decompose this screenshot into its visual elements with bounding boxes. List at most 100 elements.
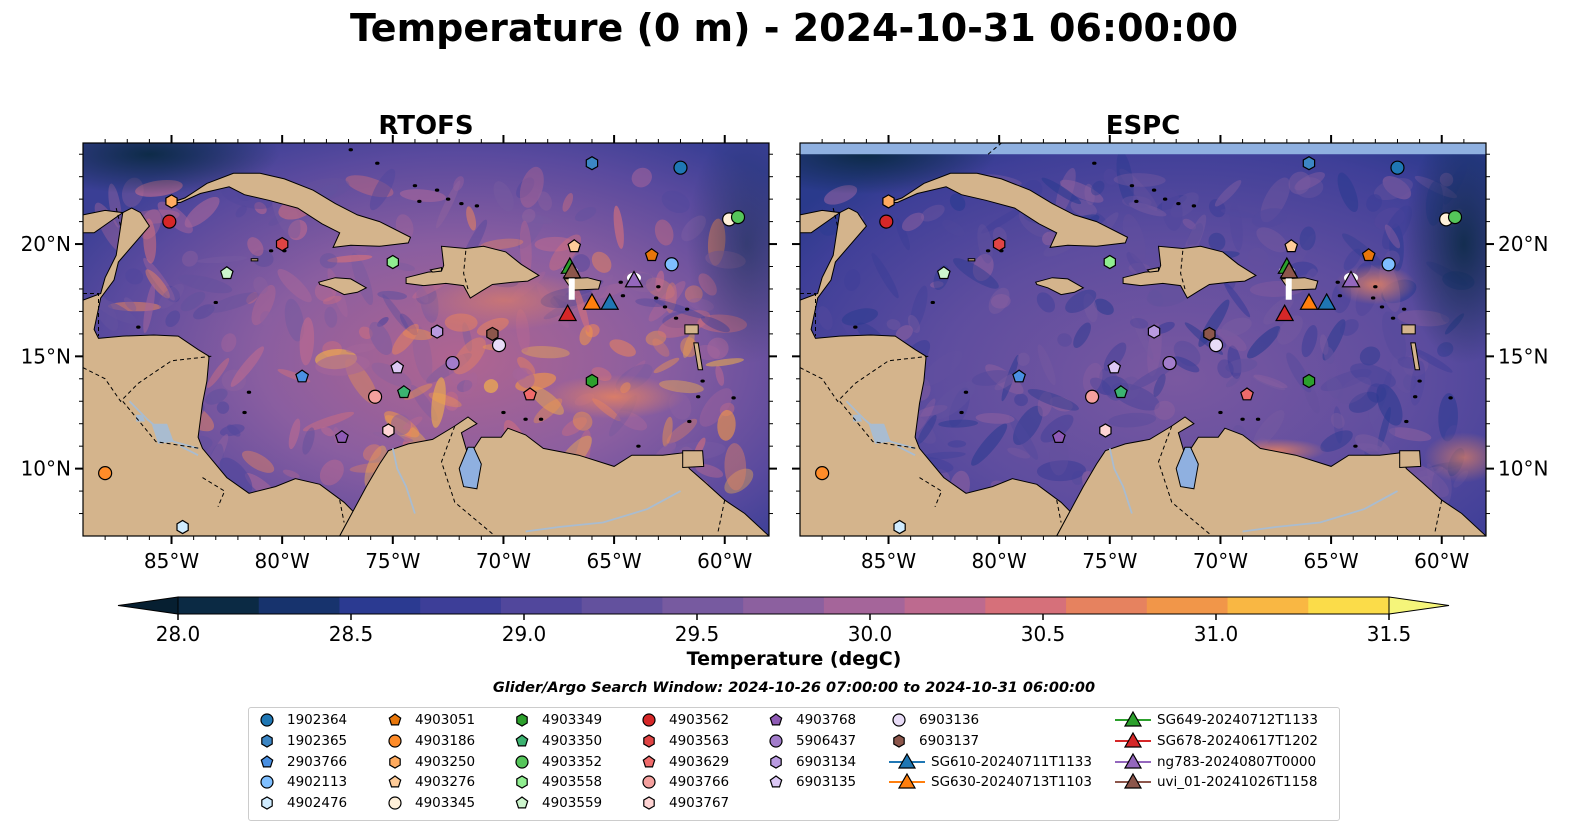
hexagon-marker-icon (389, 754, 401, 769)
marker-4903186 (98, 466, 113, 481)
temperature-eddy (235, 205, 247, 218)
marker-2903766 (295, 369, 310, 383)
island (1092, 161, 1097, 165)
hexagon-marker-icon (261, 734, 273, 748)
temperature-eddy (1252, 375, 1286, 391)
circle-marker-icon (892, 713, 906, 727)
legend-label: 4903766 (669, 774, 730, 791)
country-border (1157, 425, 1210, 535)
temperature-eddy (516, 177, 535, 199)
legend-label: SG649-20240712T1133 (1157, 712, 1318, 728)
temperature-eddy (662, 416, 673, 447)
river (179, 445, 199, 457)
temperature-eddy (917, 414, 937, 445)
country-border (1056, 500, 1062, 523)
temperature-eddy (574, 206, 597, 222)
x-tick-label: 60°W (1414, 549, 1469, 573)
legend-title: Glider/Argo Search Window: 2024-10-26 07… (492, 680, 1096, 696)
island (474, 204, 480, 208)
temperature-eddy (562, 193, 574, 212)
colorbar-swatch (581, 597, 663, 614)
temperature-eddy (1065, 289, 1097, 313)
island (695, 395, 701, 399)
circle-marker-icon (515, 754, 529, 769)
temperature-eddy (1225, 375, 1241, 388)
temperature-eddy (345, 343, 377, 354)
marker-4903276 (567, 239, 582, 253)
temperature-eddy (1301, 324, 1318, 358)
temperature-eddy (942, 219, 965, 237)
warm-region (1423, 432, 1486, 483)
legend-label: 4903767 (669, 795, 730, 812)
pentagon-marker-icon (388, 713, 402, 726)
colorbar-swatch (743, 597, 825, 614)
legend-label: 4903562 (669, 712, 730, 728)
island (1373, 285, 1378, 289)
circle-marker-icon (769, 734, 783, 748)
circle-marker-icon (388, 734, 402, 748)
panel-title-rtofs: RTOFS (378, 111, 473, 141)
temperature-eddy (1091, 180, 1105, 196)
temperature-eddy (724, 443, 747, 491)
island (1176, 202, 1181, 206)
temperature-eddy (516, 367, 535, 389)
land-dominica-martinique (1410, 342, 1421, 371)
river (128, 400, 199, 450)
panel-title-espc: ESPC (1106, 111, 1181, 141)
island (434, 188, 440, 192)
legend-label: 4903559 (542, 795, 603, 812)
country-border (717, 499, 726, 532)
legend-label: 4903350 (542, 732, 603, 749)
island (618, 280, 623, 284)
marker-4903766 (368, 389, 383, 404)
pentagon-marker-icon (388, 775, 402, 788)
legend-item: 4903767 (639, 793, 729, 813)
island (1417, 379, 1422, 383)
island (1353, 444, 1358, 448)
temperature-eddy (1017, 352, 1030, 366)
legend-item: 4903562 (639, 710, 729, 730)
colorbar-tick-label: 31.0 (1194, 622, 1239, 646)
temperature-eddy (288, 219, 308, 241)
x-tick-label: 85°W (144, 549, 199, 573)
temperature-eddy (246, 292, 258, 304)
land-central-america (83, 207, 354, 536)
x-tick-label: 70°W (476, 549, 531, 573)
temperature-eddy (157, 201, 193, 234)
legend-item: 4903350 (512, 731, 602, 751)
temperature-eddy (724, 468, 754, 494)
island (348, 148, 353, 152)
temperature-eddy (402, 416, 423, 430)
temperature-eddy (1094, 298, 1114, 315)
marker-sg678-20240617t1202 (1275, 303, 1295, 322)
temperature-eddy (1040, 414, 1074, 443)
marker-4903250 (165, 194, 178, 209)
temperature-eddy (247, 237, 264, 257)
temperature-eddy (1382, 311, 1407, 361)
map-panel-rtofs (83, 143, 769, 536)
temperature-eddy (254, 201, 267, 215)
temperature-eddy (204, 388, 228, 405)
island (1337, 294, 1343, 298)
temperature-eddy (444, 396, 459, 411)
temperature-eddy (158, 283, 185, 309)
colorbar-tick-label: 28.0 (156, 622, 201, 646)
temperature-eddy (895, 218, 910, 251)
temperature-eddy (412, 325, 433, 381)
temperature-eddy (1014, 393, 1028, 407)
marker-6903137 (486, 326, 499, 342)
legend-label: uvi_01-20241026T1158 (1157, 774, 1318, 791)
colorbar-swatch (985, 597, 1067, 614)
legend-label: 6903136 (919, 712, 980, 728)
temperature-eddy (1041, 177, 1082, 205)
temperature-eddy (517, 216, 544, 249)
temperature-eddy (949, 193, 966, 211)
marker-4903559 (936, 266, 951, 280)
country-border (202, 477, 226, 507)
colorbar-tick-label: 30.5 (1021, 622, 1066, 646)
temperature-eddy (1187, 223, 1204, 249)
temperature-eddy (522, 208, 536, 223)
land-yucatan-tip (83, 209, 125, 234)
marker-4903350 (1113, 385, 1128, 399)
